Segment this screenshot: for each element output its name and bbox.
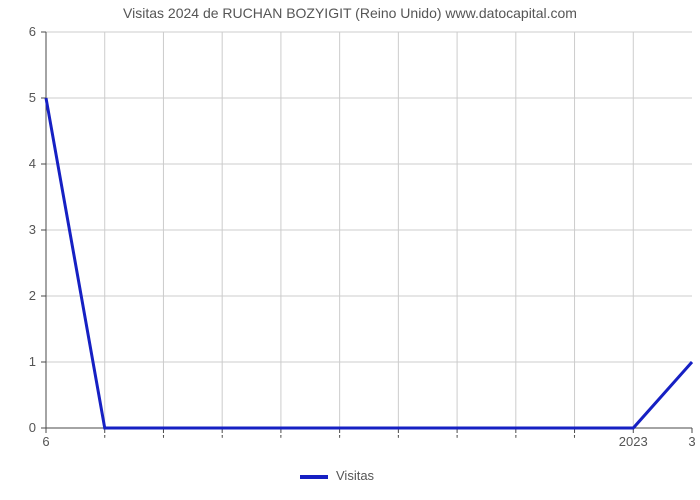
x-minor-tick-label: ' [221, 432, 223, 447]
x-minor-tick-label: ' [515, 432, 517, 447]
legend-swatch [300, 475, 328, 479]
y-tick-label: 1 [29, 354, 36, 369]
x-tick-label: 3 [688, 434, 695, 449]
x-tick-label: 2023 [619, 434, 648, 449]
x-minor-tick-label: ' [573, 432, 575, 447]
chart-title: Visitas 2024 de RUCHAN BOZYIGIT (Reino U… [123, 5, 577, 21]
y-tick-label: 0 [29, 420, 36, 435]
x-minor-tick-label: ' [280, 432, 282, 447]
x-minor-tick-label: ' [338, 432, 340, 447]
x-tick-label: 6 [42, 434, 49, 449]
line-chart: Visitas 2024 de RUCHAN BOZYIGIT (Reino U… [0, 0, 700, 500]
y-tick-label: 3 [29, 222, 36, 237]
y-tick-label: 5 [29, 90, 36, 105]
x-minor-tick-label: ' [456, 432, 458, 447]
y-tick-label: 4 [29, 156, 36, 171]
legend-label: Visitas [336, 468, 375, 483]
y-tick-label: 6 [29, 24, 36, 39]
y-tick-label: 2 [29, 288, 36, 303]
chart-container: Visitas 2024 de RUCHAN BOZYIGIT (Reino U… [0, 0, 700, 500]
x-minor-tick-label: ' [162, 432, 164, 447]
x-minor-tick-label: ' [397, 432, 399, 447]
x-minor-tick-label: ' [103, 432, 105, 447]
